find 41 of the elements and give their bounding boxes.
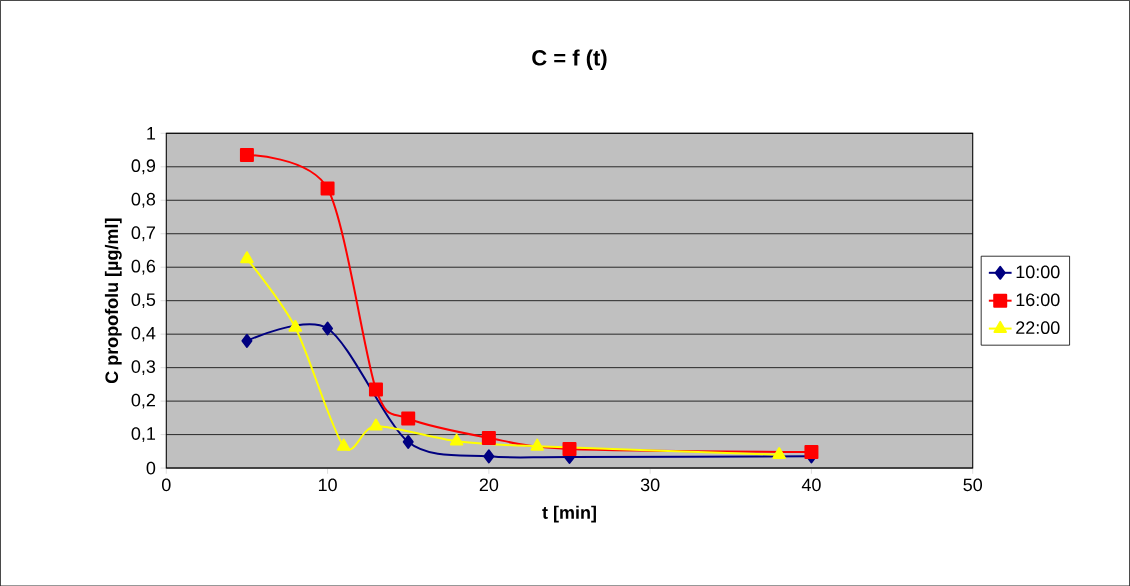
point [369, 418, 383, 431]
legend-label: 22:00 [1016, 321, 1060, 334]
y-tick-label: 0,3 [131, 360, 156, 375]
point [530, 438, 545, 451]
x-tick-label: 30 [640, 478, 660, 492]
y-tick-label: 1 [147, 126, 156, 140]
x-tick-label: 10 [318, 478, 337, 492]
point [241, 333, 253, 348]
point [240, 250, 254, 263]
point [320, 181, 335, 196]
point [288, 319, 303, 332]
y-tick-label: 0,7 [131, 226, 155, 241]
y-tick-label: 0,5 [131, 293, 156, 308]
x-tick-label: 20 [479, 478, 499, 492]
point [481, 430, 496, 445]
y-axis-title: C propofolu [µg/ml] [104, 218, 122, 383]
point [402, 434, 414, 449]
point [804, 444, 819, 459]
y-tick-label: 0,4 [131, 326, 156, 342]
x-tick-label: 0 [161, 478, 171, 492]
y-tick-label: 0,8 [131, 192, 156, 208]
chart-title: C = f (t) [532, 49, 607, 70]
point [336, 438, 351, 451]
point [368, 382, 383, 397]
point [239, 147, 254, 162]
y-tick-label: 0 [146, 461, 156, 475]
point [449, 433, 464, 446]
x-tick-label: 50 [963, 478, 983, 492]
x-axis-title: t [min] [542, 505, 596, 523]
point [772, 446, 786, 459]
legend-label: 10:00 [1016, 265, 1060, 279]
y-tick-label: 0,2 [131, 393, 155, 409]
y-tick-label: 0,6 [131, 259, 156, 275]
y-tick-label: 0,9 [131, 159, 156, 175]
point [401, 411, 416, 426]
point [562, 441, 577, 456]
x-tick-label: 40 [801, 478, 821, 492]
point [322, 321, 334, 336]
y-tick-label: 0,1 [131, 426, 156, 442]
point [483, 449, 495, 464]
legend-label: 16:00 [1016, 293, 1060, 306]
